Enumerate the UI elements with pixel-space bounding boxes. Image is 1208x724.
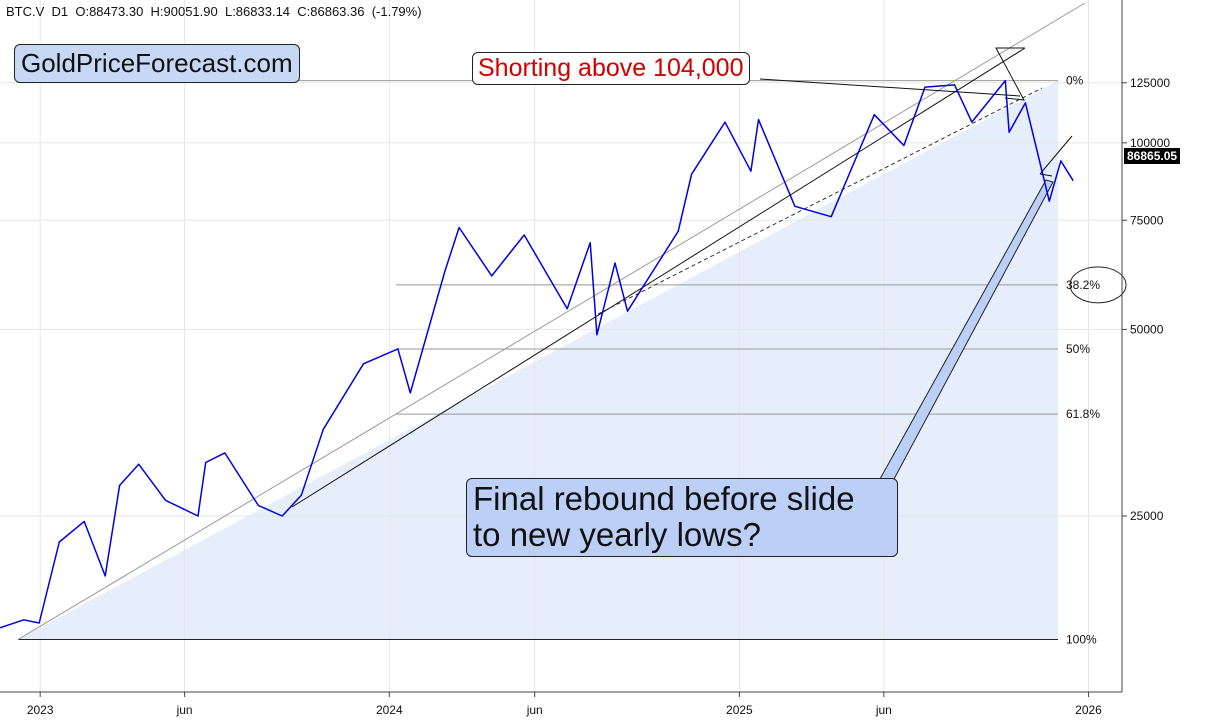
x-tick-label-2: 2024 xyxy=(376,703,403,717)
wedge-upper-line xyxy=(1039,135,1073,175)
ohlc-readout: BTC.V D1 O:88473.30 H:90051.90 L:86833.1… xyxy=(6,4,422,19)
fib-label-0: 0% xyxy=(1066,74,1084,88)
upper-channel-line xyxy=(17,2,1086,640)
brand-logo-label: GoldPriceForecast.com xyxy=(14,44,300,83)
x-tick-label-1: jun xyxy=(176,703,193,717)
x-tick-label-0: 2023 xyxy=(27,703,54,717)
shorting-pointer xyxy=(759,78,1021,97)
final-rebound-callout: Final rebound before slide to new yearly… xyxy=(466,478,898,557)
btc-price-line xyxy=(0,79,1074,629)
x-tick-label-6: 2026 xyxy=(1075,703,1102,717)
x-tick-label-5: jun xyxy=(875,703,892,717)
fib-label-2: 50% xyxy=(1066,342,1090,356)
last-price-tag: 86865.05 xyxy=(1124,148,1181,164)
shorting-callout: Shorting above 104,000 xyxy=(472,52,750,85)
dashed-trend-line xyxy=(597,87,1043,315)
y-tick-label-1: 100000 xyxy=(1130,136,1170,150)
x-tick-label-4: 2025 xyxy=(726,703,753,717)
y-tick-label-2: 75000 xyxy=(1130,213,1164,227)
top-bracket-line xyxy=(995,47,1025,101)
fib-label-3: 61.8% xyxy=(1066,407,1100,421)
fib-label-4: 100% xyxy=(1066,632,1097,646)
y-tick-label-4: 25000 xyxy=(1130,509,1164,523)
y-tick-label-0: 125000 xyxy=(1130,76,1170,90)
x-tick-label-3: jun xyxy=(526,703,543,717)
fib-label-1: 38.2% xyxy=(1066,278,1100,292)
fib-highlight-circle xyxy=(1069,266,1127,304)
y-tick-label-3: 50000 xyxy=(1130,322,1164,336)
main-trend-line xyxy=(291,47,1026,508)
